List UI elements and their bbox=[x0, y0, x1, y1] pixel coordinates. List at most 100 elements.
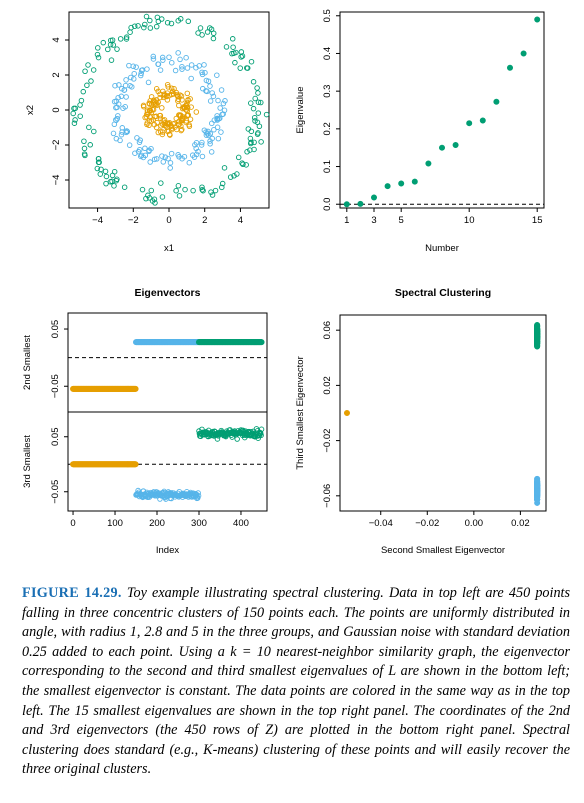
caption-label: FIGURE 14.29. bbox=[22, 585, 122, 601]
scatter-point-green bbox=[117, 36, 124, 42]
scatter-point-blue bbox=[130, 63, 137, 70]
scatter-point-green bbox=[221, 165, 228, 171]
scatter-ytick-label: 0 bbox=[51, 107, 62, 112]
scatter-point-green bbox=[70, 110, 76, 117]
scatter-point-green bbox=[123, 36, 130, 42]
scatter-point-green bbox=[176, 193, 183, 199]
scatter-point-orange bbox=[169, 88, 176, 95]
eigenvalues-ytick-label: 0.0 bbox=[322, 198, 333, 211]
scatter-ytick-label: 4 bbox=[51, 37, 62, 42]
scatter-point-green bbox=[243, 162, 249, 168]
scatter-point-orange bbox=[146, 100, 152, 106]
scatter-point-blue bbox=[221, 107, 228, 114]
scatter-point-blue bbox=[159, 54, 166, 61]
eigenvalue-point bbox=[398, 180, 405, 187]
scatter-point-green bbox=[250, 105, 257, 112]
scatter-point-green bbox=[200, 187, 206, 194]
scatter-point-orange bbox=[159, 105, 165, 111]
scatter-point-blue bbox=[155, 61, 161, 67]
scatter-point-blue bbox=[175, 50, 181, 56]
spectral-ytick-label: −0.06 bbox=[322, 484, 333, 508]
eigenvector-point-green bbox=[258, 339, 265, 346]
scatter-point-orange bbox=[184, 100, 190, 106]
scatter-point-orange bbox=[183, 106, 190, 113]
scatter-point-blue bbox=[214, 72, 220, 78]
scatter-point-green bbox=[142, 21, 148, 28]
scatter-point-orange bbox=[185, 96, 191, 103]
eigenvalues-ytick-label: 0.1 bbox=[322, 160, 333, 173]
scatter-point-orange bbox=[178, 117, 185, 124]
scatter-ylabel: x2 bbox=[25, 105, 36, 115]
eigenvector-panel-frame bbox=[67, 312, 268, 413]
scatter-ytick-label: −2 bbox=[51, 140, 62, 151]
scatter-point-orange bbox=[140, 102, 147, 109]
scatter-point-blue bbox=[215, 97, 221, 104]
scatter-point-green bbox=[197, 25, 204, 31]
eigenvector-point-green bbox=[228, 429, 235, 435]
scatter-point-green bbox=[145, 192, 151, 199]
scatter-point-green bbox=[121, 184, 128, 190]
scatter-point-green bbox=[91, 128, 97, 135]
scatter-point-blue bbox=[216, 115, 223, 122]
spectral-point-orange bbox=[343, 409, 350, 416]
scatter-point-green bbox=[77, 102, 83, 108]
scatter-point-orange bbox=[153, 97, 160, 103]
eigenvector-ytick-label: 0.05 bbox=[50, 320, 61, 339]
scatter-point-blue bbox=[214, 124, 221, 131]
eigenvalue-point bbox=[466, 120, 473, 127]
scatter-point-blue bbox=[204, 130, 211, 137]
scatter-point-green bbox=[127, 29, 133, 35]
scatter-point-blue bbox=[122, 82, 129, 89]
scatter-point-green bbox=[255, 90, 261, 96]
scatter-xlabel: x1 bbox=[164, 243, 174, 254]
scatter-point-blue bbox=[118, 93, 125, 100]
scatter-point-green bbox=[210, 35, 217, 42]
scatter-point-green bbox=[248, 128, 255, 135]
eigenvector-ytick-label: 0.05 bbox=[50, 428, 61, 447]
scatter-point-orange bbox=[193, 109, 200, 115]
eigenvalue-point bbox=[452, 142, 459, 149]
scatter-point-blue bbox=[219, 111, 225, 118]
scatter-point-green bbox=[147, 25, 154, 31]
scatter-point-blue bbox=[117, 137, 123, 144]
scatter-point-blue bbox=[137, 137, 143, 143]
scatter-point-green bbox=[199, 184, 205, 190]
scatter-point-green bbox=[109, 172, 116, 179]
scatter-point-orange bbox=[188, 104, 194, 110]
scatter-point-green bbox=[105, 46, 111, 53]
scatter-point-green bbox=[185, 18, 192, 25]
scatter-point-green bbox=[247, 135, 254, 142]
scatter-point-green bbox=[251, 139, 257, 146]
eigenvector-point-green bbox=[258, 432, 264, 439]
spectral-ytick-label: −0.02 bbox=[322, 429, 333, 453]
scatter-point-orange bbox=[178, 123, 184, 129]
scatter-point-blue bbox=[208, 149, 215, 155]
spectral-xtick-label: −0.02 bbox=[415, 518, 439, 529]
scatter-point-orange bbox=[157, 94, 163, 101]
scatter-point-green bbox=[114, 46, 120, 52]
eigenvector-point-green bbox=[199, 426, 205, 433]
scatter-point-green bbox=[212, 187, 219, 194]
scatter-point-orange bbox=[162, 119, 169, 126]
scatter-point-green bbox=[208, 26, 215, 33]
scatter-point-green bbox=[153, 23, 160, 30]
spectral-ytick-label: 0.02 bbox=[322, 376, 333, 395]
spectral-xlabel: Second Smallest Eigenvector bbox=[381, 545, 505, 556]
scatter-point-green bbox=[210, 30, 217, 37]
scatter-point-blue bbox=[181, 153, 188, 160]
eigenvalues-xtick-label: 5 bbox=[399, 215, 404, 226]
scatter-point-blue bbox=[162, 154, 169, 160]
eigenvector-point-blue bbox=[195, 490, 201, 496]
scatter-point-green bbox=[190, 187, 196, 194]
scatter-point-green bbox=[182, 186, 188, 193]
eigenvalue-point bbox=[370, 194, 377, 201]
eigenvector-point-blue bbox=[195, 493, 202, 499]
scatter-point-green bbox=[237, 65, 243, 71]
scatter-point-blue bbox=[160, 159, 167, 165]
caption-text: Toy example illustrating spectral cluste… bbox=[22, 585, 571, 778]
scatter-point-blue bbox=[196, 63, 202, 69]
scatter-point-blue bbox=[124, 128, 131, 135]
scatter-point-blue bbox=[167, 165, 173, 171]
eigenvector-ylabel: 3rd Smallest bbox=[22, 435, 33, 488]
scatter-point-green bbox=[230, 44, 236, 50]
